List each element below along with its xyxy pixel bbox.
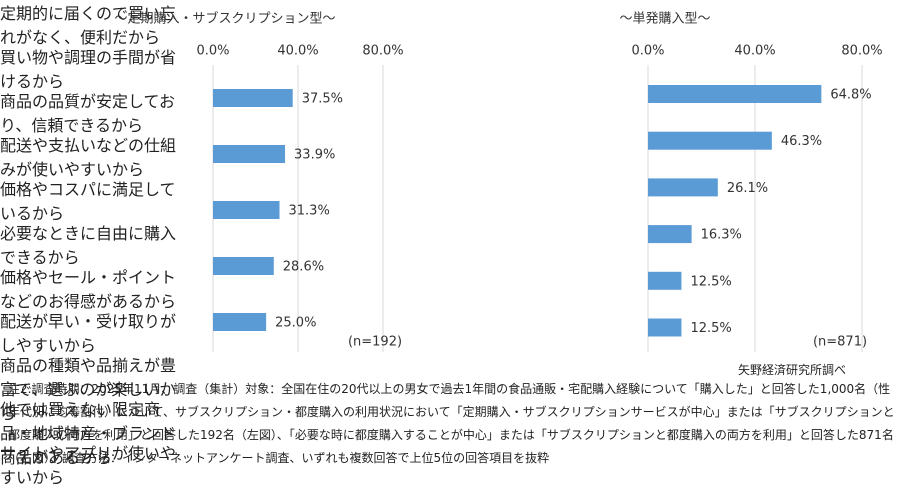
bar [648, 178, 718, 197]
bar [213, 145, 286, 163]
bar [213, 89, 293, 107]
data-label: 16.3% [701, 228, 742, 243]
category-label: 商品の種類や品揃えが豊富で、選ぶのが楽しいから [0, 356, 177, 423]
bar [648, 85, 822, 103]
x-tick-label: 40.0% [734, 44, 775, 59]
x-tick-label: 0.0% [631, 44, 664, 59]
annotation: (n=192) [348, 335, 402, 350]
category-label: 価格やセール・ポイントなどのお得感があるから [0, 268, 177, 311]
data-label: 26.1% [727, 181, 768, 196]
data-label: 25.0% [275, 316, 316, 331]
category-label: 配送が早い・受け取りがしやすいから [0, 312, 177, 355]
bar [648, 271, 682, 290]
chart-title: ～単発購入型～ [619, 11, 710, 27]
data-label: 37.5% [302, 92, 343, 107]
data-label: 28.6% [283, 260, 324, 275]
category-label: サイトやアプリが使いやすいから [0, 444, 177, 487]
bar [648, 225, 692, 244]
category-label: 価格やコスパに満足しているから [0, 180, 176, 223]
note: 注2.調査時期：2025年11月、調査（集計）対象：全国在住の20代以上の男女で… [8, 382, 895, 465]
category-label: 必要なときに自由に購入できるから [0, 224, 177, 267]
category-label: 商品の品質が安定しており、信頼できるから [0, 92, 176, 135]
bar [648, 318, 682, 337]
x-tick-label: 0.0% [196, 44, 229, 59]
source: 矢野経済研究所調べ [737, 363, 846, 377]
category-label: 定期的に届くので買い忘れがなく、便利だから [0, 4, 177, 47]
data-label: 12.5% [690, 321, 731, 336]
data-label: 12.5% [690, 274, 731, 289]
x-tick-label: 80.0% [362, 44, 403, 59]
bar [213, 201, 280, 219]
data-label: 31.3% [289, 204, 330, 219]
data-label: 46.3% [781, 134, 822, 149]
x-tick-label: 80.0% [841, 44, 882, 59]
category-label: 他では買えない限定商品・地域特産・ブランド商品があるから [0, 400, 177, 467]
data-label: 33.9% [294, 148, 335, 163]
bar [648, 131, 772, 150]
category-label: 配送や支払いなどの仕組みが使いやすいから [0, 136, 177, 179]
bar [213, 257, 274, 275]
chart-title: ～定期購入・サブスクリプション型～ [114, 11, 335, 27]
bar [213, 313, 267, 331]
annotation: (n=871) [813, 335, 867, 350]
data-label: 64.8% [830, 88, 871, 103]
category-label: 買い物や調理の手間が省けるから [0, 48, 177, 91]
x-tick-label: 40.0% [277, 44, 318, 59]
